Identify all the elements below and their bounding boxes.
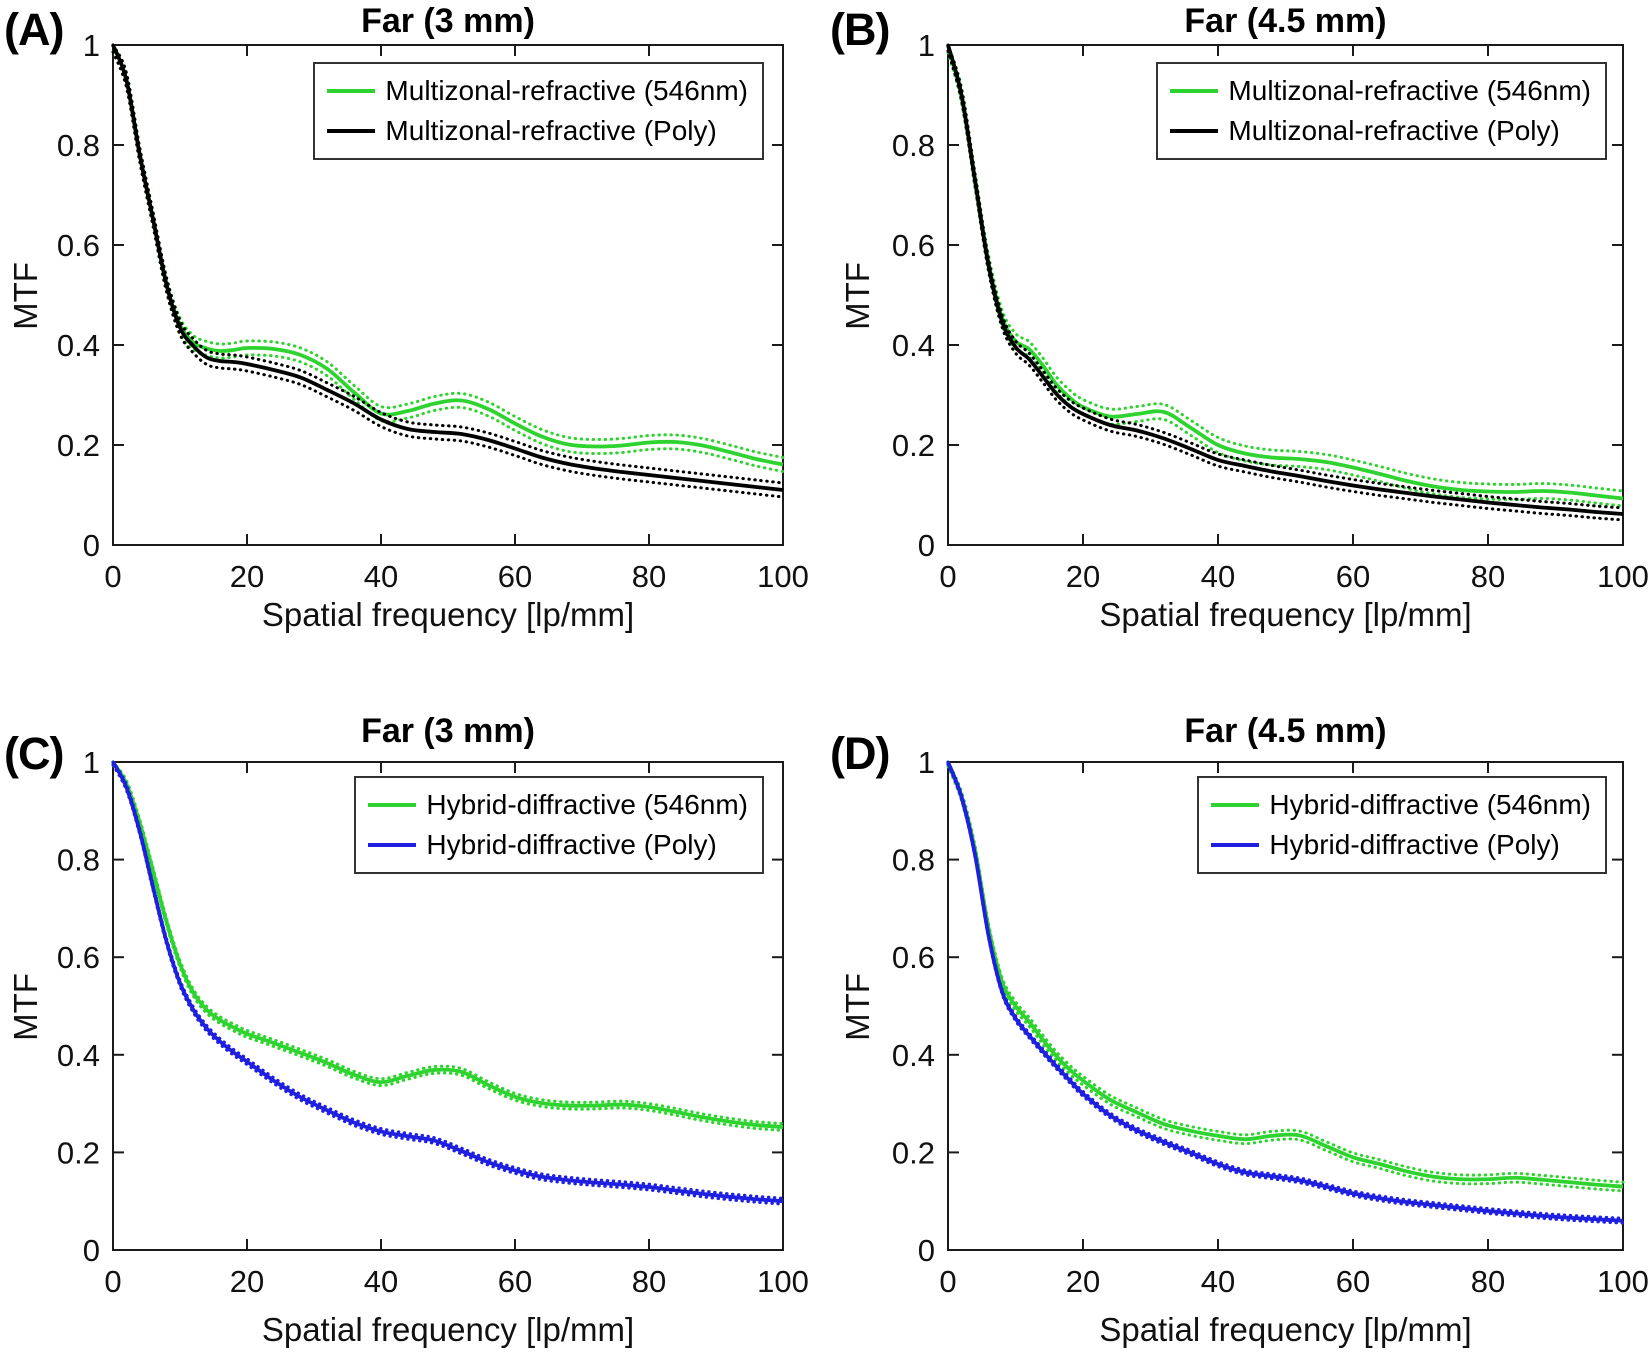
legend-line-black [327, 129, 376, 133]
svg-text:0: 0 [104, 559, 121, 594]
legend-line-blue [368, 843, 417, 847]
legend: Hybrid-diffractive (546nm) Hybrid-diffra… [354, 776, 764, 874]
legend-label: Multizonal-refractive (546nm) [385, 75, 748, 106]
x-axis-label: Spatial frequency [lp/mm] [1099, 1311, 1472, 1348]
legend-item: Multizonal-refractive (Poly) [1170, 113, 1591, 149]
svg-text:0.8: 0.8 [57, 128, 100, 163]
svg-text:1: 1 [83, 745, 100, 780]
x-axis-label: Spatial frequency [lp/mm] [261, 1311, 635, 1348]
legend-label: Hybrid-diffractive (Poly) [1269, 829, 1560, 860]
svg-text:100: 100 [1597, 1264, 1649, 1299]
svg-text:0.2: 0.2 [57, 428, 100, 463]
panel-a: (A) Far (3 mm) MTF 0 20 40 60 80 100 0 0.2 0.4 0.… [0, 0, 826, 690]
svg-text:0: 0 [939, 1264, 956, 1299]
legend-item: Multizonal-refractive (546nm) [1170, 73, 1591, 109]
legend-item: Multizonal-refractive (Poly) [327, 113, 748, 149]
svg-text:1: 1 [83, 28, 100, 63]
legend-line-green [1211, 803, 1260, 807]
svg-text:0: 0 [104, 1264, 121, 1299]
chart-title: Far (4.5 mm) [1184, 712, 1387, 750]
mtf-plot-d: 0 20 40 60 80 100 0 0.2 0.4 0.6 0.8 1 [892, 745, 1649, 1299]
svg-text:0.2: 0.2 [57, 1135, 100, 1170]
legend-label: Hybrid-diffractive (546nm) [426, 789, 748, 820]
mtf-plot-a: 0 20 40 60 80 100 0 0.2 0.4 0.6 0.8 1 [57, 28, 809, 594]
x-axis-label: Spatial frequency [lp/mm] [261, 596, 635, 633]
mtf-plot-b: 0 20 40 60 80 100 0 0.2 0.4 0.6 0.8 1 [892, 28, 1649, 594]
svg-text:60: 60 [498, 1264, 532, 1299]
svg-text:0.6: 0.6 [57, 228, 100, 263]
svg-text:0.4: 0.4 [57, 1038, 100, 1073]
svg-text:40: 40 [364, 559, 398, 594]
panel-label-d: (D) [830, 728, 890, 779]
svg-text:20: 20 [1066, 1264, 1100, 1299]
legend-item: Hybrid-diffractive (546nm) [368, 787, 748, 823]
svg-text:0: 0 [83, 1233, 100, 1268]
svg-text:0: 0 [83, 528, 100, 563]
svg-text:0.2: 0.2 [892, 1135, 935, 1170]
svg-text:40: 40 [1201, 1264, 1235, 1299]
svg-text:0.4: 0.4 [892, 1038, 935, 1073]
legend: Multizonal-refractive (546nm) Multizonal… [313, 62, 764, 160]
svg-text:0.2: 0.2 [892, 428, 935, 463]
legend-item: Hybrid-diffractive (Poly) [1211, 827, 1591, 863]
panel-label-a: (A) [4, 4, 64, 55]
svg-text:0.8: 0.8 [892, 843, 935, 878]
panel-d: (D) Far (4.5 mm) MTF 0 20 40 60 80 100 0 0.2 0.4… [826, 690, 1652, 1363]
legend-item: Hybrid-diffractive (546nm) [1211, 787, 1591, 823]
svg-text:0.6: 0.6 [892, 228, 935, 263]
svg-text:40: 40 [1201, 559, 1235, 594]
svg-text:0: 0 [918, 1233, 935, 1268]
svg-text:100: 100 [1597, 559, 1649, 594]
svg-text:80: 80 [1471, 1264, 1505, 1299]
svg-text:0: 0 [939, 559, 956, 594]
legend: Multizonal-refractive (546nm) Multizonal… [1156, 62, 1607, 160]
legend-label: Hybrid-diffractive (Poly) [426, 829, 717, 860]
legend-label: Hybrid-diffractive (546nm) [1269, 789, 1591, 820]
svg-text:0: 0 [918, 528, 935, 563]
svg-text:1: 1 [918, 28, 935, 63]
svg-text:0.8: 0.8 [57, 843, 100, 878]
svg-text:0.6: 0.6 [57, 940, 100, 975]
legend-line-green [327, 89, 376, 93]
legend-line-blue [1211, 843, 1260, 847]
svg-text:40: 40 [364, 1264, 398, 1299]
svg-text:100: 100 [757, 559, 809, 594]
chart-title: Far (4.5 mm) [1184, 2, 1387, 40]
svg-text:100: 100 [757, 1264, 809, 1299]
chart-title: Far (3 mm) [361, 2, 535, 40]
svg-text:80: 80 [1471, 559, 1505, 594]
svg-text:0.8: 0.8 [892, 128, 935, 163]
x-axis-label: Spatial frequency [lp/mm] [1099, 596, 1472, 633]
svg-text:80: 80 [632, 559, 666, 594]
svg-text:60: 60 [1336, 1264, 1370, 1299]
panel-b: (B) Far (4.5 mm) MTF 0 20 40 60 80 100 0 0.2 0.4… [826, 0, 1652, 690]
mtf-plot-c: 0 20 40 60 80 100 0 0.2 0.4 0.6 0.8 1 [57, 745, 809, 1299]
legend-item: Multizonal-refractive (546nm) [327, 73, 748, 109]
svg-text:20: 20 [1066, 559, 1100, 594]
legend-line-green [368, 803, 417, 807]
legend-label: Multizonal-refractive (Poly) [385, 115, 717, 146]
svg-text:0.4: 0.4 [892, 328, 935, 363]
svg-text:20: 20 [230, 1264, 264, 1299]
legend-item: Hybrid-diffractive (Poly) [368, 827, 748, 863]
svg-text:60: 60 [1336, 559, 1370, 594]
svg-text:1: 1 [918, 745, 935, 780]
svg-text:20: 20 [230, 559, 264, 594]
legend-label: Multizonal-refractive (546nm) [1228, 75, 1591, 106]
svg-text:0.6: 0.6 [892, 940, 935, 975]
panel-label-b: (B) [830, 4, 890, 55]
svg-text:0.4: 0.4 [57, 328, 100, 363]
legend-line-black [1170, 129, 1219, 133]
legend-line-green [1170, 89, 1219, 93]
legend-label: Multizonal-refractive (Poly) [1228, 115, 1560, 146]
panel-label-c: (C) [4, 728, 64, 779]
legend: Hybrid-diffractive (546nm) Hybrid-diffra… [1197, 776, 1607, 874]
svg-text:60: 60 [498, 559, 532, 594]
panel-c: (C) Far (3 mm) MTF 0 20 40 60 80 100 0 0.2 0.4 0.… [0, 690, 826, 1363]
svg-text:80: 80 [632, 1264, 666, 1299]
chart-title: Far (3 mm) [361, 712, 535, 750]
